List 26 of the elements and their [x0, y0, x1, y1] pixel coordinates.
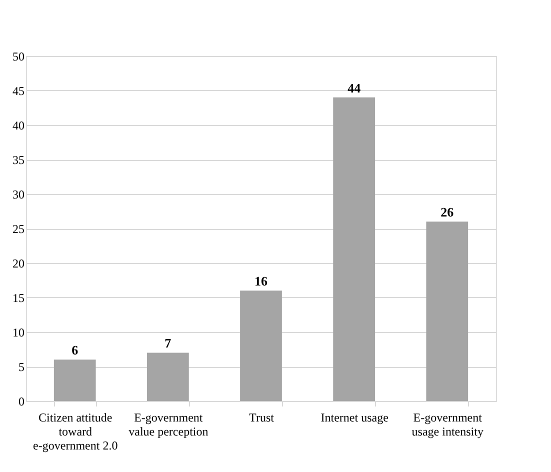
bar — [146, 352, 189, 401]
x-tick-label: Citizen attitude toward e-government 2.0 — [33, 410, 118, 452]
x-tick-label: Internet usage — [320, 410, 388, 424]
y-tick-label: 20 — [12, 256, 24, 270]
bar — [426, 222, 468, 401]
bar — [240, 290, 282, 401]
x-tick-label: E-government usage intensity — [412, 410, 484, 438]
y-tick-label: 25 — [12, 222, 24, 236]
data-label: 26 — [440, 204, 454, 220]
y-tick-label: 50 — [12, 50, 24, 64]
y-tick-label: 40 — [12, 118, 24, 132]
y-tick-label: 0 — [18, 394, 24, 408]
bar — [54, 360, 96, 401]
x-tick-label: E-government value perception — [128, 410, 208, 438]
data-label: 16 — [254, 274, 268, 289]
y-tick-label: 45 — [12, 84, 24, 98]
data-label: 7 — [164, 336, 172, 351]
y-tick-label: 10 — [12, 326, 24, 340]
data-label: 44 — [348, 80, 362, 96]
x-tick-label: Trust — [249, 410, 275, 424]
bar — [333, 97, 376, 401]
y-tick-label: 30 — [12, 188, 24, 202]
y-tick-label: 35 — [12, 153, 24, 167]
data-label: 6 — [72, 342, 79, 358]
y-tick-label: 5 — [18, 360, 24, 374]
y-tick-label: 15 — [12, 291, 24, 305]
